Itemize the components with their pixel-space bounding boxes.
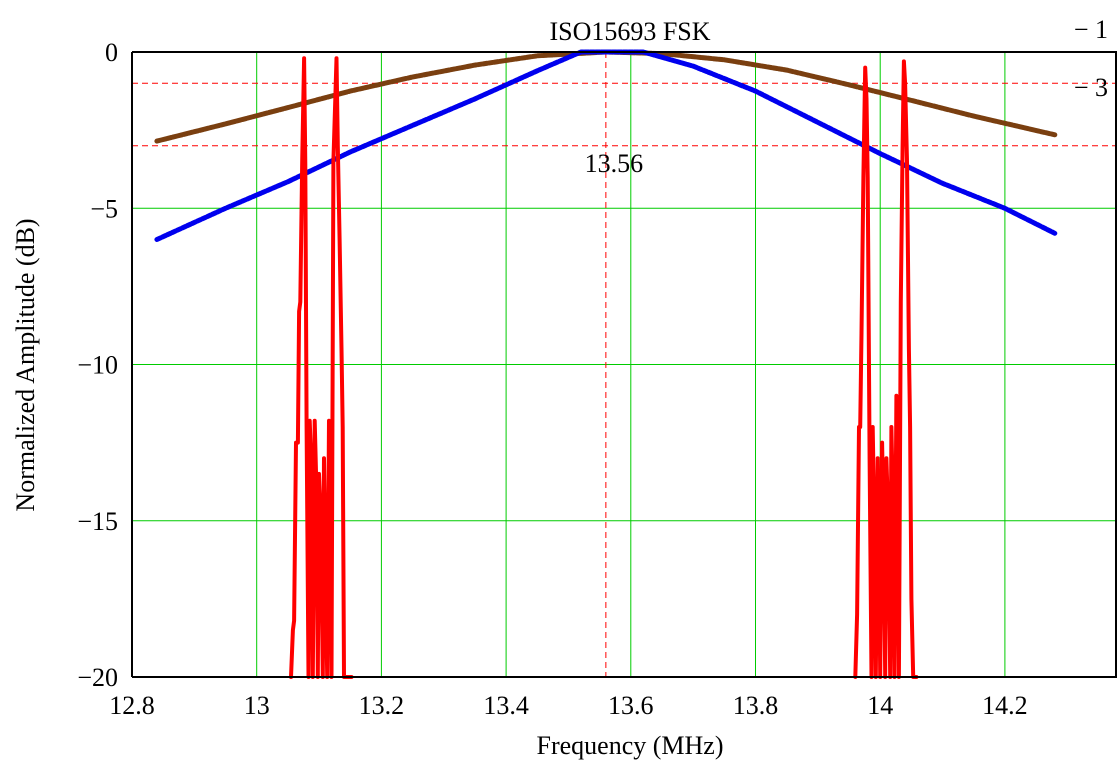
x-axis-label: Frequency (MHz) xyxy=(537,731,724,760)
x-tick-label: 14 xyxy=(867,691,893,720)
series-line xyxy=(289,56,354,679)
y-tick-label: −10 xyxy=(77,351,118,380)
x-tick-label: 12.8 xyxy=(109,691,155,720)
chart-title: ISO15693 FSK xyxy=(549,17,710,46)
x-tick-label: 13 xyxy=(244,691,270,720)
reference-line-label: − 3 xyxy=(1074,73,1108,102)
reference-line-label: − 1 xyxy=(1074,15,1108,44)
axes: 12.8 13 13.2 13.4 13.6 13.8 14 14.2 0 −5 −10 −15 −20 xyxy=(77,38,1117,720)
x-tick-label: 14.2 xyxy=(982,691,1028,720)
reference-lines: − 1 − 3 13.56 xyxy=(132,15,1117,677)
y-tick-label: 0 xyxy=(105,38,118,67)
reference-line-label: 13.56 xyxy=(585,149,644,178)
y-tick-label: −5 xyxy=(90,194,118,223)
x-tick-label: 13.8 xyxy=(733,691,779,720)
y-tick-label: −20 xyxy=(77,663,118,692)
y-tick-label: −15 xyxy=(77,507,118,536)
labels: ISO15693 FSK Frequency (MHz) Normalized … xyxy=(11,17,724,760)
y-axis-label: Normalized Amplitude (dB) xyxy=(11,218,40,511)
x-tick-label: 13.4 xyxy=(483,691,529,720)
x-tick-label: 13.2 xyxy=(359,691,405,720)
x-tick-label: 13.6 xyxy=(608,691,654,720)
series-line xyxy=(853,59,919,679)
